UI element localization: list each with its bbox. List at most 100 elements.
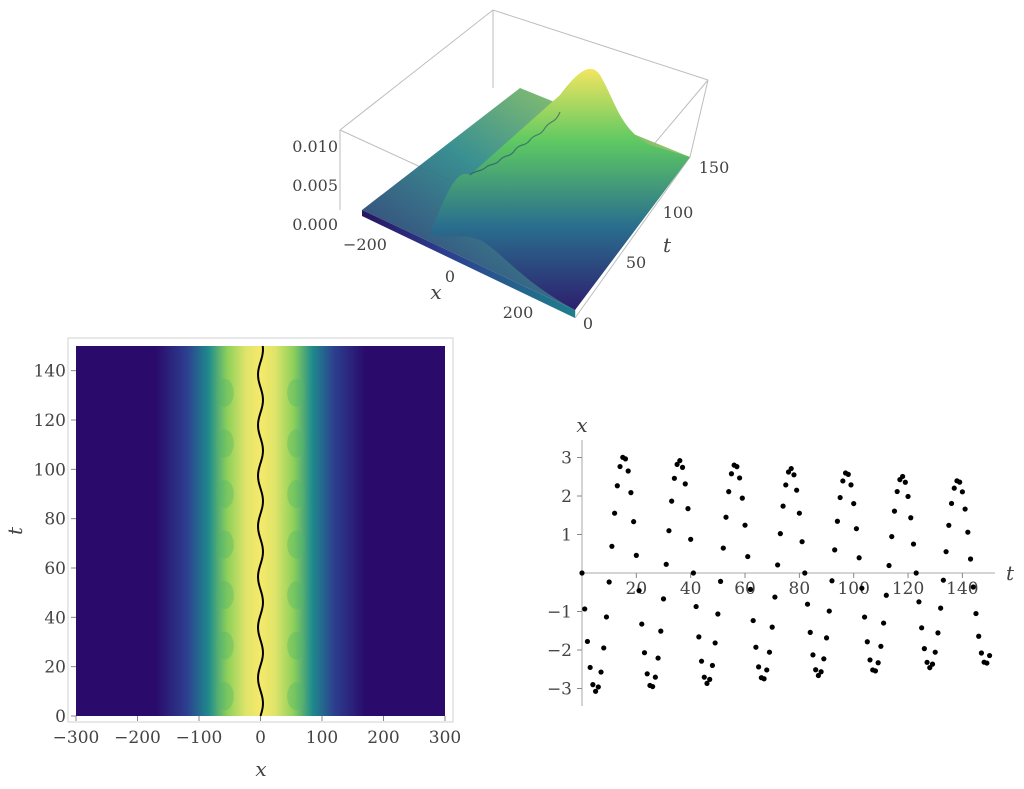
- x-tick-label-3d: 0: [445, 267, 455, 286]
- scatter-point: [609, 543, 615, 549]
- scatter-point: [756, 664, 762, 670]
- scatter-point: [886, 562, 892, 569]
- scatter-point: [859, 585, 865, 591]
- density-heatmap: −300 −200 −100 0 100 200 300 0 20 40 60 80 100 120 14…: [3, 337, 461, 781]
- heatmap-ripple: [287, 581, 306, 610]
- scatter-point: [861, 614, 868, 620]
- scatter-point: [815, 672, 821, 679]
- scatter-point: [978, 650, 985, 656]
- x-tick-label: 80: [789, 579, 811, 599]
- heatmap-ripple: [287, 429, 306, 458]
- soliton-ridge: [430, 68, 690, 310]
- y-tick-label: 3: [561, 449, 572, 469]
- scatter-point: [617, 463, 623, 470]
- scatter-y-ticks: −3 −2 −1 1 2 3: [547, 449, 582, 700]
- x-tick-label: 100: [306, 728, 338, 748]
- scatter-point: [908, 515, 914, 521]
- scatter-point: [938, 605, 944, 611]
- scatter-point: [612, 510, 618, 516]
- scatter-point: [622, 456, 629, 462]
- scatter-points: [579, 454, 993, 694]
- heatmap-ripple: [215, 480, 234, 508]
- scatter-point: [802, 570, 808, 576]
- trajectory-scatter: 20 40 60 80 100 120 140 −3 −2 −1 1 2 3 t x: [547, 413, 1015, 706]
- scatter-point: [660, 596, 667, 602]
- scatter-point: [595, 684, 601, 690]
- scatter-point: [891, 508, 898, 514]
- scatter-point: [587, 664, 593, 671]
- x-tick-label: 0: [255, 728, 266, 748]
- scatter-point: [834, 518, 841, 524]
- y-tick-label: 1: [561, 526, 572, 546]
- scatter-point: [631, 519, 637, 525]
- scatter-point: [677, 458, 683, 464]
- scatter-point: [633, 552, 639, 558]
- scatter-point: [777, 531, 783, 537]
- scatter-point: [848, 482, 854, 488]
- scatter-point: [747, 586, 754, 593]
- scatter-point: [951, 485, 957, 491]
- scatter-point: [769, 624, 775, 630]
- y-tick-label: 0: [55, 707, 66, 727]
- scatter-point: [924, 659, 930, 665]
- scatter-point: [940, 577, 946, 583]
- scatter-point: [813, 667, 819, 673]
- scatter-point: [875, 660, 881, 666]
- y-tick-label: 120: [34, 411, 66, 431]
- x-tick-label: −300: [53, 728, 100, 748]
- surface-plot-3d: 0.000 0.005 0.010 −200 0 200 0 50 100 150 x t: [292, 9, 729, 333]
- y-tick-label: 40: [44, 608, 66, 628]
- scatter-point: [590, 682, 596, 688]
- scatter-point: [832, 547, 838, 553]
- scatter-point: [957, 479, 963, 485]
- scatter-x-ticks: 20 40 60 80 100 120 140: [626, 573, 979, 599]
- t-axis-ticks-3d: 0 50 100 150: [583, 158, 729, 333]
- scatter-point: [810, 652, 816, 658]
- heatmap-ripples: [215, 378, 306, 711]
- scatter-point: [883, 592, 889, 598]
- x-tick-label: 120: [892, 579, 924, 599]
- scatter-point: [592, 688, 599, 694]
- y-tick-label: −2: [547, 641, 572, 661]
- scatter-point: [959, 489, 965, 495]
- scatter-point: [902, 479, 908, 485]
- scatter-point: [761, 676, 767, 682]
- heatmap-ripple: [287, 480, 306, 508]
- t-tick-label-3d: 150: [699, 158, 730, 177]
- heatmap-ripple: [287, 631, 306, 660]
- scatter-point: [644, 671, 650, 677]
- heatmap-image: [76, 346, 445, 716]
- x-tick-label: 100: [837, 579, 869, 599]
- scatter-point: [606, 579, 612, 585]
- y-tick-label: 80: [44, 510, 66, 530]
- heatmap-ripple: [287, 682, 306, 711]
- scatter-point: [674, 461, 680, 468]
- scatter-point: [829, 578, 835, 584]
- scatter-point: [881, 620, 887, 626]
- scatter-point: [641, 650, 648, 656]
- scatter-point: [707, 676, 713, 682]
- x-tick-label-3d: −200: [343, 235, 387, 254]
- scatter-point: [878, 643, 884, 649]
- scatter-point: [788, 465, 794, 472]
- scatter-point: [976, 633, 982, 639]
- scatter-point: [780, 503, 786, 509]
- scatter-point: [685, 506, 691, 512]
- x-tick-label: 20: [626, 579, 648, 599]
- scatter-point: [807, 629, 813, 635]
- scatter-point: [986, 652, 993, 659]
- center-trajectory: [257, 345, 264, 717]
- y-tick-label: 60: [44, 559, 66, 579]
- scatter-point: [804, 601, 811, 607]
- scatter-point: [739, 495, 745, 501]
- z-tick-label: 0.010: [292, 137, 338, 156]
- scatter-point: [652, 674, 658, 680]
- scatter-point: [655, 655, 661, 661]
- scatter-point: [628, 490, 634, 496]
- x-axis-label-3d: x: [430, 280, 441, 304]
- scatter-point: [894, 488, 900, 495]
- heatmap-ripple: [215, 631, 234, 660]
- heatmap-frame: [67, 337, 454, 723]
- scatter-point: [728, 471, 735, 477]
